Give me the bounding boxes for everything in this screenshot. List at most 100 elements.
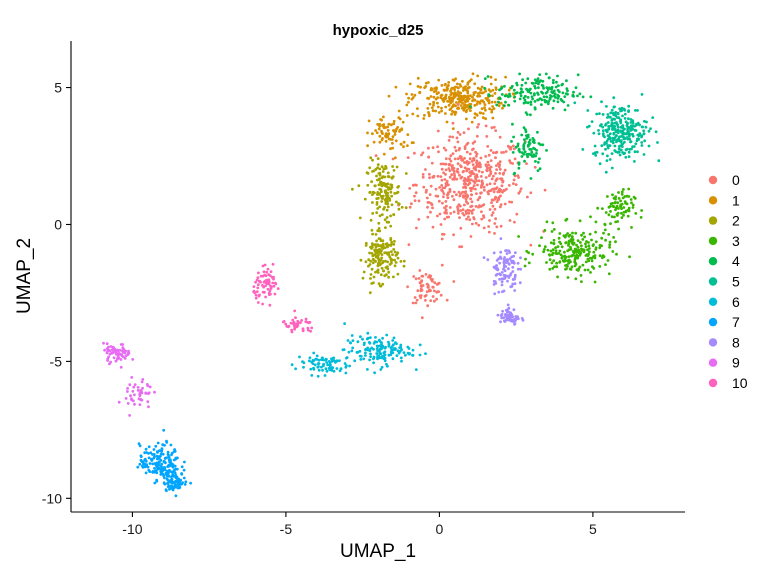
data-point [171,488,175,492]
data-point [531,97,534,101]
data-point [514,315,518,319]
data-point [448,190,452,193]
legend-item: 10 [708,375,748,391]
data-point [474,175,477,179]
data-point [607,127,611,131]
data-point [583,268,587,272]
data-point [378,125,381,128]
data-point [475,179,478,183]
data-point [550,261,554,265]
cluster-7-points [136,428,193,498]
data-point [373,371,376,375]
data-point [396,251,400,255]
data-point [520,133,524,137]
data-point [513,220,516,224]
data-point [477,169,481,173]
data-point [456,86,459,89]
data-point [305,320,309,324]
data-point [391,343,395,347]
data-point [608,115,612,119]
data-point [566,249,570,253]
data-point [606,195,609,198]
data-point [517,147,521,151]
data-point [371,254,375,258]
legend-swatch [708,378,718,388]
data-point [175,475,179,479]
data-point [371,232,374,236]
data-point [402,145,405,149]
data-point [586,109,590,112]
data-point [456,90,460,94]
data-point [575,268,579,272]
data-point [643,139,646,143]
data-point [390,176,394,180]
data-point [255,278,259,282]
data-point [166,450,170,454]
data-point [622,188,625,191]
data-point [473,116,477,119]
data-point [381,346,384,349]
data-point [366,131,369,135]
data-point [507,262,511,265]
data-point [444,173,447,176]
data-point [131,358,135,361]
data-point [522,126,526,129]
data-point [492,279,496,283]
data-point [466,208,470,212]
data-point [418,269,422,272]
data-point [161,469,165,472]
data-point [452,167,456,170]
data-point [170,477,174,481]
data-point [385,216,389,219]
data-point [531,252,535,256]
data-point [616,220,620,223]
data-point [542,95,546,99]
data-point [609,111,613,115]
data-point [595,112,599,116]
data-point [271,262,275,266]
data-point [417,277,421,280]
data-point [500,280,504,284]
data-point [476,198,480,202]
data-point [633,124,636,128]
data-point [445,298,449,302]
data-point [487,101,491,105]
data-point [554,96,557,99]
data-point [173,468,176,472]
data-point [578,219,582,223]
data-point [406,144,409,148]
data-point [420,285,424,288]
data-point [394,139,398,143]
legend-label: 5 [732,274,740,290]
data-point [392,129,396,133]
data-point [617,191,620,194]
data-point [300,319,303,322]
data-point [624,155,628,159]
data-point [438,186,441,189]
data-point [379,368,383,371]
legend-item: 2 [708,213,740,229]
data-point [584,242,587,246]
data-point [621,114,624,118]
data-point [499,194,502,198]
data-point [442,195,445,199]
data-point [435,283,439,286]
data-point [628,255,631,259]
data-point [451,105,454,109]
data-point [633,150,637,154]
data-point [458,245,461,249]
data-point [383,190,387,194]
data-point [364,260,368,264]
data-point [371,212,375,215]
data-point [576,245,580,249]
data-point [477,123,480,126]
data-point [552,99,556,103]
data-point [374,243,378,247]
data-point [619,140,623,144]
data-point [457,93,461,97]
data-point [503,319,506,323]
data-point [495,168,498,172]
data-point [372,356,376,360]
data-point [549,249,553,253]
data-point [574,231,578,235]
